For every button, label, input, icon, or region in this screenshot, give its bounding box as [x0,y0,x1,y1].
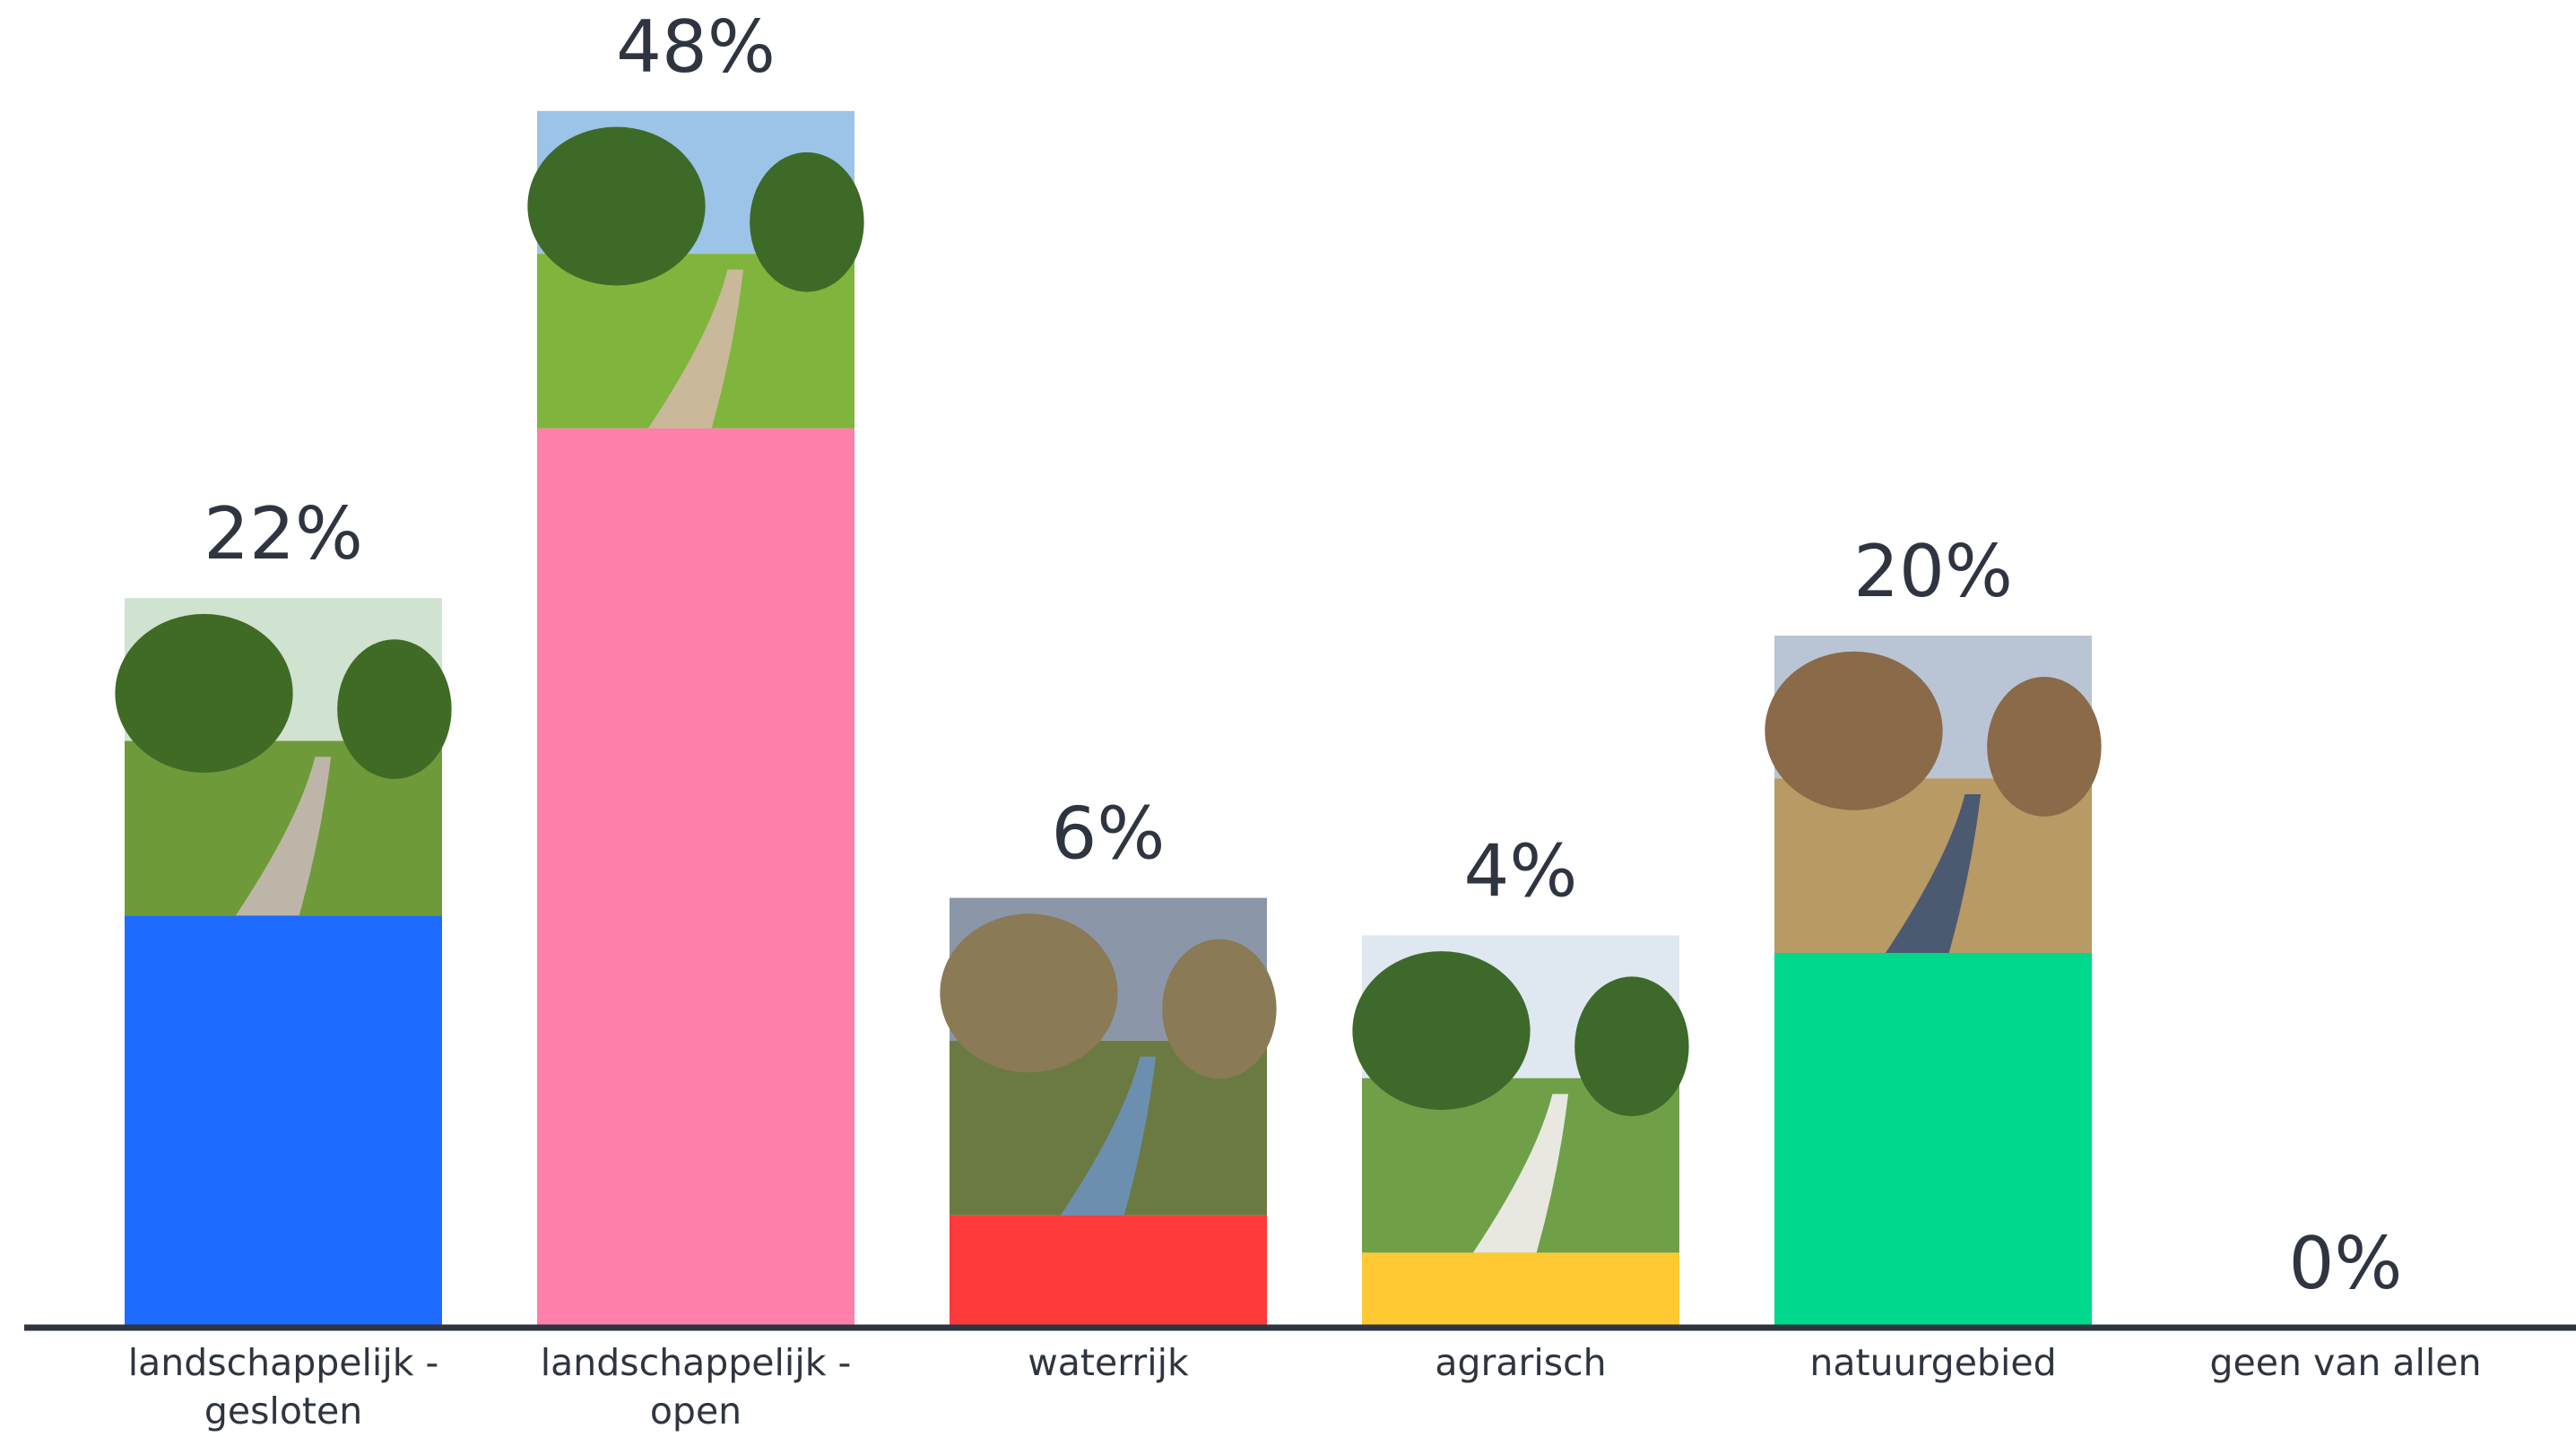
bar-photo [1765,636,2102,953]
x-tick-label: waterrijk [1028,1341,1189,1384]
bar [125,915,442,1328]
photo-tree [115,613,293,773]
photo-tree [750,151,864,292]
photo-tree [940,913,1118,1073]
bar-photo [940,897,1277,1216]
bar [950,1215,1267,1328]
bar-photo [1352,935,1689,1253]
photo-tree [1352,951,1531,1111]
x-tick-label: landschappelijk - open [540,1341,852,1433]
photo-path [1060,1056,1157,1216]
photo-path [235,757,332,916]
value-label: 0% [2289,1222,2403,1305]
x-tick-label: agrarisch [1435,1341,1607,1384]
bar [537,428,854,1328]
photo-tree [1162,939,1277,1079]
photo-path [647,269,744,429]
photo-tree [1765,651,1943,810]
photo-tree [527,126,706,286]
bar-photo [527,110,864,429]
value-label: 6% [1052,792,1166,876]
photo-tree [1987,677,2102,817]
photo-path [1472,1094,1569,1253]
x-tick-label: natuurgebied [1809,1341,2057,1384]
x-tick-label: geen van allen [2209,1341,2482,1384]
photo-path [1885,794,1982,953]
bar-photo [115,598,452,916]
photo-tree [1574,976,1689,1117]
bar [1774,953,2092,1328]
value-label: 4% [1464,829,1578,913]
value-label: 20% [1853,530,2013,613]
x-tick-label: landschappelijk - gesloten [127,1341,439,1433]
bar [1362,1252,1679,1328]
value-label: 48% [616,5,776,89]
photo-tree [337,639,452,779]
value-label: 22% [204,492,363,576]
